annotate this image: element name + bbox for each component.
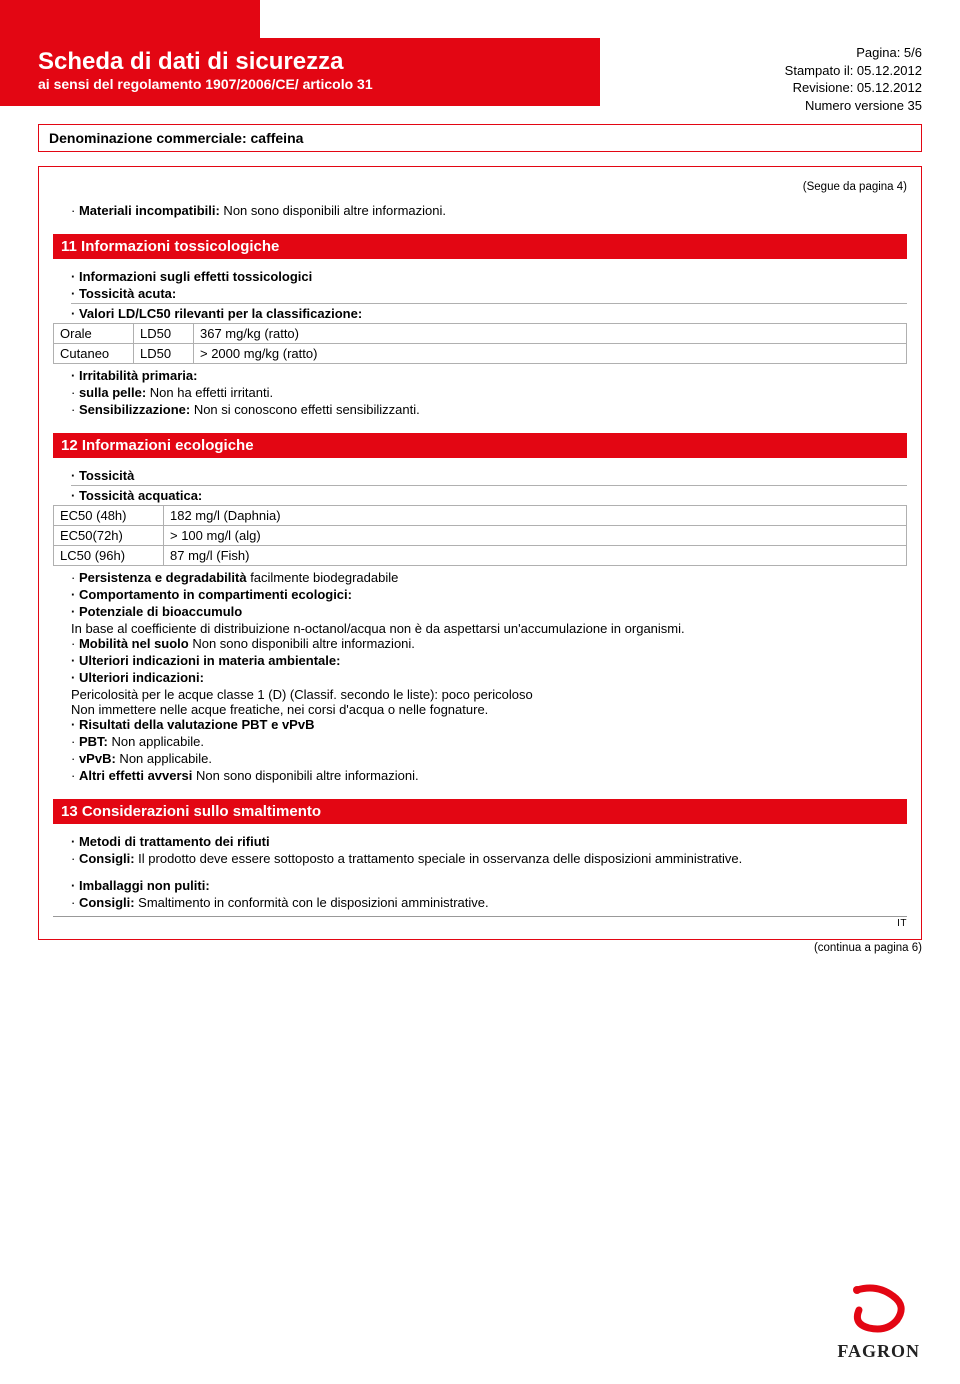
s12-row1-value: > 100 mg/l (alg) (164, 526, 907, 546)
s12-toss: Tossicità (71, 468, 907, 483)
s12-persist: Persistenza e degradabilità facilmente b… (71, 570, 907, 585)
s11-sens-value: Non si conoscono effetti sensibilizzanti… (190, 402, 420, 417)
materiali-label: Materiali incompatibili: (79, 203, 220, 218)
main-content-box: (Segue da pagina 4) Materiali incompatib… (38, 166, 922, 940)
s11-effetti: Informazioni sugli effetti tossicologici (71, 269, 907, 284)
s12-ult-amb: Ulteriori indicazioni in materia ambient… (71, 653, 907, 668)
header: Scheda di dati di sicurezza ai sensi del… (0, 38, 960, 114)
fagron-logo: FAGRON (837, 1282, 920, 1362)
top-red-stripe (0, 0, 260, 38)
s11-acuta: Tossicità acuta: (71, 286, 907, 301)
section-12-header: 12 Informazioni ecologiche (53, 433, 907, 458)
s12-altri-label: Altri effetti avversi (79, 768, 192, 783)
s12-eco-table: EC50 (48h) 182 mg/l (Daphnia) EC50(72h) … (53, 505, 907, 566)
s12-ult: Ulteriori indicazioni: (71, 670, 907, 685)
s11-sens: Sensibilizzazione: Non si conoscono effe… (71, 402, 907, 417)
materiali-value: Non sono disponibili altre informazioni. (220, 203, 446, 218)
s11-sens-label: Sensibilizzazione: (79, 402, 190, 417)
page-number: Pagina: 5/6 (600, 44, 922, 62)
s11-row1-type: LD50 (134, 344, 194, 364)
s13-consigli1-label: Consigli: (79, 851, 135, 866)
s12-altri: Altri effetti avversi Non sono disponibi… (71, 768, 907, 783)
section-13-header: 13 Considerazioni sullo smaltimento (53, 799, 907, 824)
doc-subtitle: ai sensi del regolamento 1907/2006/CE/ a… (38, 76, 582, 92)
doc-title: Scheda di dati di sicurezza (38, 48, 582, 76)
language-tag: IT (53, 916, 907, 929)
s12-vpvb-label: vPvB: (79, 751, 116, 766)
s12-comport: Comportamento in compartimenti ecologici… (71, 587, 907, 602)
s11-pelle-value: Non ha effetti irritanti. (146, 385, 273, 400)
table-row: EC50 (48h) 182 mg/l (Daphnia) (54, 506, 907, 526)
s11-irrit: Irritabilità primaria: (71, 368, 907, 383)
s12-persist-value: facilmente biodegradabile (247, 570, 399, 585)
s12-mobil-value: Non sono disponibili altre informazioni. (189, 636, 415, 651)
s12-pbt-label: PBT: (79, 734, 108, 749)
s12-acq: Tossicità acquatica: (71, 488, 907, 503)
s12-pbt: PBT: Non applicabile. (71, 734, 907, 749)
s11-row1-route: Cutaneo (54, 344, 134, 364)
s12-bioacc-text: In base al coefficiente di distribuizion… (71, 621, 907, 636)
table-row: Cutaneo LD50 > 2000 mg/kg (ratto) (54, 344, 907, 364)
table-row: Orale LD50 367 mg/kg (ratto) (54, 324, 907, 344)
s11-row0-value: 367 mg/kg (ratto) (194, 324, 907, 344)
revision-date: Revisione: 05.12.2012 (600, 79, 922, 97)
s13-consigli2-label: Consigli: (79, 895, 135, 910)
s12-row0-value: 182 mg/l (Daphnia) (164, 506, 907, 526)
s13-imball: Imballaggi non puliti: (71, 878, 907, 893)
s11-row0-route: Orale (54, 324, 134, 344)
header-left: Scheda di dati di sicurezza ai sensi del… (0, 38, 600, 106)
table-row: EC50(72h) > 100 mg/l (alg) (54, 526, 907, 546)
s11-tox-table: Orale LD50 367 mg/kg (ratto) Cutaneo LD5… (53, 323, 907, 364)
s12-mobil-label: Mobilità nel suolo (79, 636, 189, 651)
s11-pelle-label: sulla pelle: (79, 385, 146, 400)
materiali-incompatibili: Materiali incompatibili: Non sono dispon… (71, 203, 907, 218)
s12-vpvb-value: Non applicabile. (116, 751, 212, 766)
s12-nonimm: Non immettere nelle acque freatiche, nei… (71, 702, 907, 717)
s13-consigli2: Consigli: Smaltimento in conformità con … (71, 895, 907, 910)
s12-persist-label: Persistenza e degradabilità (79, 570, 247, 585)
s12-row1-param: EC50(72h) (54, 526, 164, 546)
s13-consigli1: Consigli: Il prodotto deve essere sottop… (71, 851, 907, 866)
fagron-logo-text: FAGRON (837, 1341, 920, 1362)
s12-row0-param: EC50 (48h) (54, 506, 164, 526)
s12-vpvb: vPvB: Non applicabile. (71, 751, 907, 766)
header-right: Pagina: 5/6 Stampato il: 05.12.2012 Revi… (600, 38, 960, 114)
s12-bioacc: Potenziale di bioaccumulo (71, 604, 907, 619)
section-11-header: 11 Informazioni tossicologiche (53, 234, 907, 259)
continued-from: (Segue da pagina 4) (53, 181, 907, 193)
s12-row2-value: 87 mg/l (Fish) (164, 546, 907, 566)
s12-altri-value: Non sono disponibili altre informazioni. (192, 768, 418, 783)
s12-mobil: Mobilità nel suolo Non sono disponibili … (71, 636, 907, 651)
version-number: Numero versione 35 (600, 97, 922, 115)
denomination-box: Denominazione commerciale: caffeina (38, 124, 922, 152)
s11-valori: Valori LD/LC50 rilevanti per la classifi… (71, 306, 907, 321)
s12-row2-param: LC50 (96h) (54, 546, 164, 566)
s13-metodi: Metodi di trattamento dei rifiuti (71, 834, 907, 849)
printed-date: Stampato il: 05.12.2012 (600, 62, 922, 80)
s12-pericol: Pericolosità per le acque classe 1 (D) (… (71, 687, 907, 702)
continues-on: (continua a pagina 6) (0, 942, 960, 954)
s12-pbt-value: Non applicabile. (108, 734, 204, 749)
s13-consigli2-value: Smaltimento in conformità con le disposi… (135, 895, 489, 910)
s12-pbt-eval: Risultati della valutazione PBT e vPvB (71, 717, 907, 732)
fagron-logo-icon (839, 1282, 919, 1338)
table-row: LC50 (96h) 87 mg/l (Fish) (54, 546, 907, 566)
s11-row1-value: > 2000 mg/kg (ratto) (194, 344, 907, 364)
s13-consigli1-value: Il prodotto deve essere sottoposto a tra… (135, 851, 743, 866)
s11-row0-type: LD50 (134, 324, 194, 344)
s11-pelle: sulla pelle: Non ha effetti irritanti. (71, 385, 907, 400)
